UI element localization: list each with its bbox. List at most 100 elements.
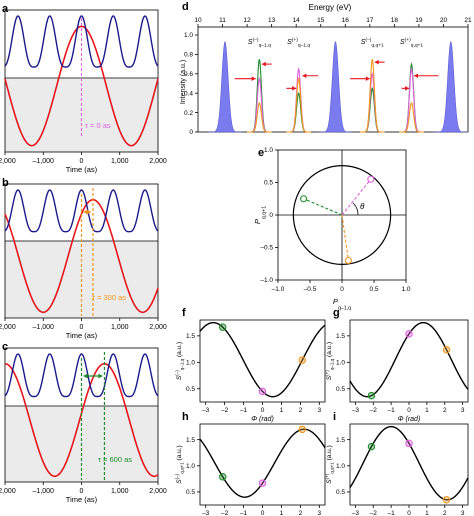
panel-label-g: g [333,307,340,319]
y-tick-label: 1.0 [264,147,273,154]
x-tick-label: 1 [280,510,284,516]
phase-marker-green [367,442,376,451]
x-tick-label: –1,000 [33,158,55,165]
y-tick-label: 1.0 [186,360,195,367]
x-tick-label: 0 [407,510,411,516]
phase-marker-green [367,391,376,400]
x-tick-label: –2 [370,407,378,414]
panel-c-time-domain: τ = 600 as –2,000 –1,000 0 1,000 2,000 Time (a… [0,347,167,504]
x-tick-label: –3 [202,407,210,414]
sideband-label: S(+)q–1,q [287,37,310,48]
x-tick-label: –2 [370,510,378,516]
sideband-peak-orange [360,59,385,133]
sideband-peak-green [247,59,272,133]
x-tick-label: 1,000 [111,488,129,495]
sideband-label: S(+)q,q+1 [400,37,423,48]
x-tick-label: 3 [318,510,322,516]
x-tick-label: 2 [299,510,303,516]
transition-arrowhead [261,61,266,67]
panel-f-phase: –3 –2 –1 0 1 2 3 0.5 1.0 1.5 Φ (rad) S(–)q–1,q (a.u… [174,319,326,423]
panel-label-f: f [182,307,186,319]
spectrum-energy-label: Energy (eV) [309,3,352,12]
top-tick-label: 14 [293,17,301,24]
panel-a-time-domain: τ = 0 as –2,000 –1,000 0 1,000 2,000 Time (as) [0,9,167,174]
top-tick-label: 17 [366,17,374,24]
panel-d-spectrum: Energy (eV) Intensity (a.u.) 10 11 12 13 14 1… [180,3,472,136]
radius-dashed-green [303,198,343,216]
sideband-label: S(–)q,q+1 [361,37,384,48]
sideband-label: S(–)q–1,q [248,37,271,48]
x-axis-label: Φ (rad) [251,416,274,423]
delay-label: τ = 600 as [98,455,132,464]
x-tick-label: 2 [443,407,447,414]
signal-curve [349,321,469,398]
y-tick-label: 0.4 [184,90,193,97]
y-tick-label: 0.5 [264,180,273,187]
y-axis-label: S(+)q–1,q (a.u.) [324,342,334,380]
sideband-peak-orange [247,101,272,133]
signal-curve [199,428,326,498]
sideband-peak-orange [286,76,311,133]
phase-marker-pink [258,479,267,487]
x-tick-label: 2 [299,407,303,414]
x-tick-label: –1,000 [33,324,55,331]
spectrum-ylabel: Intensity (a.u.) [180,60,187,104]
x-tick-label: 0 [80,324,84,331]
panel-label-i: i [333,411,336,423]
phase-marker-green [218,323,227,331]
top-tick-label: 15 [317,17,325,24]
top-tick-label: 12 [243,17,251,24]
red-field-curve [4,198,159,314]
y-tick-label: 0.8 [184,52,193,59]
x-tick-label: –2,000 [0,324,16,331]
blue-attosecond-curve [4,353,159,398]
x-tick-label: –1,000 [33,488,55,495]
panel-e-circle: –1.0 –0.5 0 0.5 1.0 –1.0 –0.5 0 0.5 1.0 Pq–1,q Pq,q… [253,147,411,311]
state-point-orange [344,256,352,265]
x-tick-label: 0 [340,286,344,293]
x-axis-label: Pq–1,q [333,297,351,312]
y-tick-label: –1.0 [260,277,273,284]
x-tick-label: –2 [221,510,229,516]
transition-arrowhead [302,73,307,79]
transition-arrowhead [365,76,370,81]
x-tick-label: –3 [352,510,360,516]
y-axis-label: S(–)q–1,q (a.u.) [174,342,184,380]
y-tick-label: 0.2 [184,110,193,117]
radius-dashed-pink [341,178,372,216]
sideband-peak-orange [399,101,424,133]
phase-marker-orange [442,495,451,504]
x-tick-label: 0 [80,488,84,495]
transition-arrowhead [251,76,256,81]
x-tick-label: 2 [443,510,447,516]
phase-marker-pink [258,387,267,396]
x-axis-label: Time (as) [66,331,98,340]
state-point-pink [367,175,375,183]
x-tick-label: 0 [261,510,265,516]
x-tick-label: –2,000 [0,488,16,495]
x-tick-label: 2,000 [149,324,167,331]
x-tick-label: –1 [388,407,396,414]
y-axis-label: Pq,q+1 [253,206,268,224]
y-axis-label: S(+)q,q+1 (a.u.) [324,445,334,484]
harmonic-peak [433,41,468,133]
delay-arrowhead [86,209,91,215]
radius-dashed-orange [341,214,349,261]
x-tick-label: 0 [261,407,265,414]
y-tick-label: 1.0 [186,463,195,470]
axes-frame [349,423,469,506]
x-tick-label: –2 [221,407,229,414]
top-tick-label: 13 [268,17,276,24]
harmonic-peak [207,41,243,133]
x-tick-label: 3 [318,407,322,414]
panel-label-a: a [2,3,9,15]
sideband-peak-pink [360,71,385,133]
blue-attosecond-curve [4,15,159,68]
phase-marker-orange [298,356,307,364]
x-axis-label: Time (as) [66,165,98,174]
top-tick-label: 21 [464,17,472,24]
panel-label-h: h [182,411,189,423]
delay-arrowhead [98,373,103,379]
